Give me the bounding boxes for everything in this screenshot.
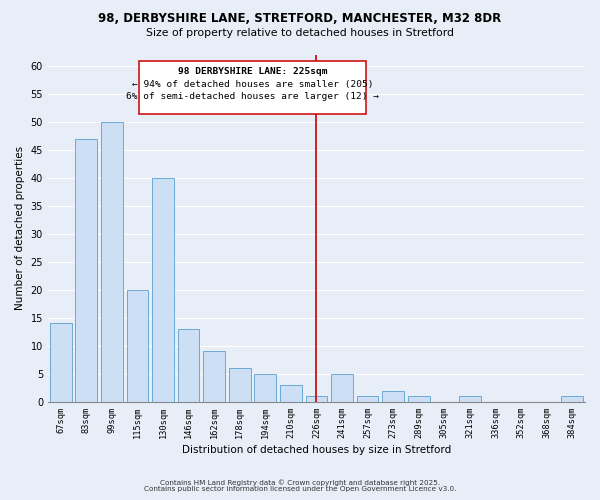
Text: 6% of semi-detached houses are larger (12) →: 6% of semi-detached houses are larger (1… (126, 92, 379, 102)
Bar (382, 390, 404, 402)
Bar (152, 178, 174, 402)
Bar (101, 122, 123, 402)
Bar (331, 374, 353, 402)
Bar (76, 139, 97, 402)
Bar (254, 374, 276, 402)
FancyBboxPatch shape (139, 60, 367, 114)
Text: Contains HM Land Registry data © Crown copyright and database right 2025.
Contai: Contains HM Land Registry data © Crown c… (144, 479, 456, 492)
Text: ← 94% of detached houses are smaller (205): ← 94% of detached houses are smaller (20… (132, 80, 373, 89)
Text: 98, DERBYSHIRE LANE, STRETFORD, MANCHESTER, M32 8DR: 98, DERBYSHIRE LANE, STRETFORD, MANCHEST… (98, 12, 502, 26)
Bar (178, 329, 199, 402)
Bar (280, 385, 302, 402)
Bar (459, 396, 481, 402)
Y-axis label: Number of detached properties: Number of detached properties (15, 146, 25, 310)
Bar (229, 368, 251, 402)
Text: Size of property relative to detached houses in Stretford: Size of property relative to detached ho… (146, 28, 454, 38)
X-axis label: Distribution of detached houses by size in Stretford: Distribution of detached houses by size … (182, 445, 451, 455)
Bar (203, 352, 225, 402)
Bar (50, 324, 71, 402)
Bar (127, 290, 148, 402)
Bar (408, 396, 430, 402)
Bar (305, 396, 328, 402)
Bar (357, 396, 379, 402)
Bar (562, 396, 583, 402)
Text: 98 DERBYSHIRE LANE: 225sqm: 98 DERBYSHIRE LANE: 225sqm (178, 68, 327, 76)
